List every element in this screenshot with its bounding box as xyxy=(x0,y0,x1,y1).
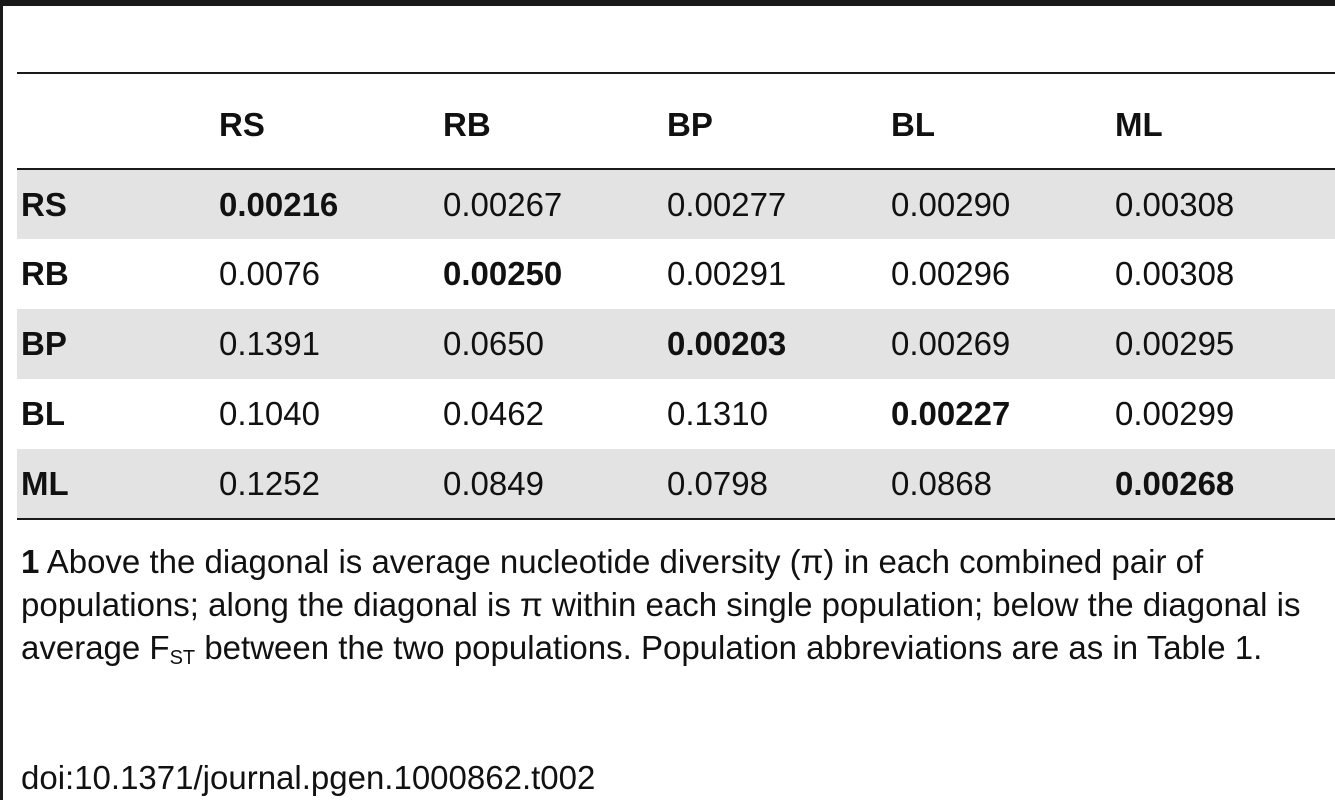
table-row-bl: BL 0.1040 0.0462 0.1310 0.00227 0.00299 xyxy=(17,379,1335,449)
table-header-row: RS RB BP BL ML xyxy=(17,73,1335,169)
table-footnote: 1 Above the diagonal is average nucleoti… xyxy=(21,540,1335,680)
footnote-number: 1 xyxy=(21,543,40,580)
row-header-bl: BL xyxy=(21,395,65,432)
row-header-ml: ML xyxy=(21,464,69,502)
column-header-corner xyxy=(17,73,215,169)
table-cell-diagonal: 0.00203 xyxy=(667,325,787,362)
table-cell: 0.0849 xyxy=(443,464,544,502)
table-cell: 0.0462 xyxy=(443,395,544,432)
table-cell: 0.1391 xyxy=(219,325,320,362)
table-cell: 0.0868 xyxy=(891,464,992,502)
table-cell: 0.00299 xyxy=(1115,395,1235,432)
table-row-rb: RB 0.0076 0.00250 0.00291 0.00296 0.0030… xyxy=(17,239,1335,309)
table-cell: 0.1040 xyxy=(219,395,320,432)
column-header-bp: BP xyxy=(667,106,713,143)
top-rule xyxy=(3,0,1335,6)
row-header-rb: RB xyxy=(21,255,69,292)
table-cell: 0.00267 xyxy=(443,185,563,223)
row-header-bp: BP xyxy=(21,325,67,362)
column-header-ml: ML xyxy=(1115,106,1163,143)
footnote-text-part2: between the two populations. Population … xyxy=(195,629,1263,666)
table-cell: 0.00308 xyxy=(1115,255,1235,292)
table-cell: 0.00277 xyxy=(667,185,787,223)
column-header-rs: RS xyxy=(219,106,265,143)
table-row-bp: BP 0.1391 0.0650 0.00203 0.00269 0.00295 xyxy=(17,309,1335,379)
table-cell-diagonal: 0.00250 xyxy=(443,255,563,292)
table-cell: 0.0076 xyxy=(219,255,320,292)
table-cell: 0.00269 xyxy=(891,325,1011,362)
fst-subscript: ST xyxy=(169,647,196,669)
table-row-ml: ML 0.1252 0.0849 0.0798 0.0868 0.00268 xyxy=(17,449,1335,519)
fst-diversity-table: RS RB BP BL ML RS 0.00216 0.00267 0.0027… xyxy=(17,72,1335,520)
table-cell-diagonal: 0.00227 xyxy=(891,395,1011,432)
row-header-rs: RS xyxy=(21,185,67,223)
table-cell: 0.00308 xyxy=(1115,185,1235,223)
column-header-rb: RB xyxy=(443,106,491,143)
table-cell: 0.0798 xyxy=(667,464,768,502)
table-cell-diagonal: 0.00216 xyxy=(219,185,339,223)
table-cell: 0.00290 xyxy=(891,185,1011,223)
table-cell: 0.0650 xyxy=(443,325,544,362)
table-cell: 0.00296 xyxy=(891,255,1011,292)
table-cell: 0.00295 xyxy=(1115,325,1235,362)
column-header-bl: BL xyxy=(891,106,935,143)
table-cell-diagonal: 0.00268 xyxy=(1115,464,1235,502)
footnote-text-part1: Above the diagonal is average nucleotide… xyxy=(21,543,1301,666)
table-cell: 0.00291 xyxy=(667,255,787,292)
doi-link[interactable]: doi:10.1371/journal.pgen.1000862.t002 xyxy=(21,759,596,796)
table-cell: 0.1252 xyxy=(219,464,320,502)
table-row-rs: RS 0.00216 0.00267 0.00277 0.00290 0.003… xyxy=(17,169,1335,239)
table-cell: 0.1310 xyxy=(667,395,768,432)
